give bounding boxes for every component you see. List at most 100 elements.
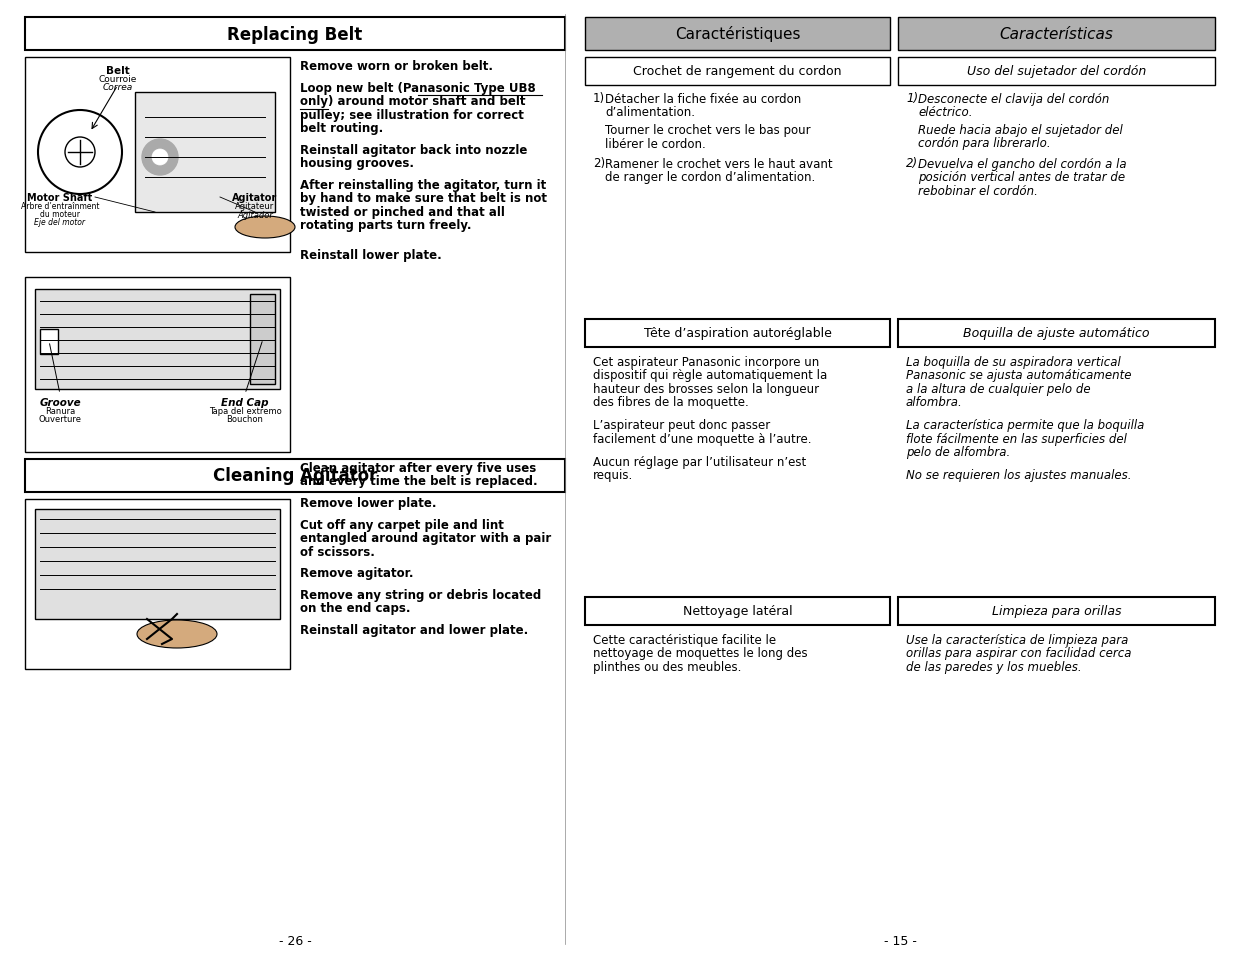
Circle shape — [142, 140, 178, 175]
Text: Reinstall agitator back into nozzle: Reinstall agitator back into nozzle — [300, 144, 527, 156]
Text: La característica permite que la boquilla: La característica permite que la boquill… — [906, 419, 1145, 432]
Ellipse shape — [137, 620, 217, 648]
Text: flote fácilmente en las superficies del: flote fácilmente en las superficies del — [906, 433, 1126, 445]
Text: de las paredes y los muebles.: de las paredes y los muebles. — [906, 660, 1082, 673]
Text: Cet aspirateur Panasonic incorpore un: Cet aspirateur Panasonic incorpore un — [593, 355, 819, 369]
Text: Uso del sujetador del cordón: Uso del sujetador del cordón — [967, 66, 1146, 78]
Bar — [25, 499, 290, 669]
Text: Cleaning Agitator: Cleaning Agitator — [212, 467, 377, 485]
Text: Arbre d’entraînment: Arbre d’entraînment — [21, 202, 99, 211]
Text: hauteur des brosses selon la longueur: hauteur des brosses selon la longueur — [593, 382, 819, 395]
Text: Remove any string or debris located: Remove any string or debris located — [300, 588, 541, 601]
Bar — [135, 92, 275, 213]
Text: des fibres de la moquette.: des fibres de la moquette. — [593, 396, 748, 409]
Text: Ruede hacia abajo el sujetador del: Ruede hacia abajo el sujetador del — [918, 124, 1123, 137]
Text: and every time the belt is replaced.: and every time the belt is replaced. — [300, 475, 537, 488]
Text: facilement d’une moquette à l’autre.: facilement d’une moquette à l’autre. — [593, 433, 811, 445]
Text: on the end caps.: on the end caps. — [300, 601, 410, 615]
Text: L’aspirateur peut donc passer: L’aspirateur peut donc passer — [593, 419, 771, 432]
Text: Nettoyage latéral: Nettoyage latéral — [683, 605, 793, 618]
Text: Agitateur: Agitateur — [236, 202, 274, 211]
Text: only) around motor shaft and belt: only) around motor shaft and belt — [300, 95, 526, 108]
Text: Use la característica de limpieza para: Use la característica de limpieza para — [906, 634, 1129, 646]
Text: End Cap: End Cap — [221, 397, 269, 408]
Text: Ranura: Ranura — [44, 407, 75, 416]
Text: rebobinar el cordón.: rebobinar el cordón. — [918, 185, 1037, 198]
Text: Loop new belt (Panasonic Type UB8: Loop new belt (Panasonic Type UB8 — [300, 82, 536, 94]
Text: No se requieren los ajustes manuales.: No se requieren los ajustes manuales. — [906, 469, 1131, 482]
Text: Détacher la fiche fixée au cordon: Détacher la fiche fixée au cordon — [605, 92, 802, 106]
Text: du moteur: du moteur — [40, 210, 80, 219]
Text: 1): 1) — [906, 91, 918, 105]
Bar — [585, 58, 890, 86]
Text: Limpieza para orillas: Limpieza para orillas — [992, 605, 1121, 618]
Text: 1): 1) — [593, 91, 605, 105]
Text: - 15 -: - 15 - — [883, 934, 916, 947]
Bar — [35, 290, 280, 390]
Text: Motor Shaft: Motor Shaft — [27, 193, 93, 203]
Text: Clean agitator after every five uses: Clean agitator after every five uses — [300, 461, 536, 475]
Text: Tapa del extremo: Tapa del extremo — [209, 407, 282, 416]
Text: Crochet de rangement du cordon: Crochet de rangement du cordon — [634, 66, 842, 78]
Bar — [25, 277, 290, 453]
Text: dispositif qui règle automatiquement la: dispositif qui règle automatiquement la — [593, 369, 827, 382]
Text: 2): 2) — [593, 157, 605, 170]
Text: Cut off any carpet pile and lint: Cut off any carpet pile and lint — [300, 518, 504, 531]
Bar — [25, 18, 564, 51]
Circle shape — [152, 150, 168, 166]
Bar — [898, 18, 1215, 51]
Text: Cette caractéristique facilite le: Cette caractéristique facilite le — [593, 634, 776, 646]
Text: Ouverture: Ouverture — [38, 415, 82, 423]
Bar — [898, 58, 1215, 86]
Text: Belt: Belt — [106, 66, 130, 76]
Text: Replacing Belt: Replacing Belt — [227, 26, 363, 44]
Text: libérer le cordon.: libérer le cordon. — [605, 137, 705, 151]
Text: de ranger le cordon d’alimentation.: de ranger le cordon d’alimentation. — [605, 172, 815, 184]
Text: entangled around agitator with a pair: entangled around agitator with a pair — [300, 532, 551, 544]
Text: eléctrico.: eléctrico. — [918, 107, 972, 119]
Bar — [25, 58, 290, 253]
Text: belt routing.: belt routing. — [300, 122, 383, 135]
Text: Agitator: Agitator — [232, 193, 278, 203]
Text: of scissors.: of scissors. — [300, 545, 375, 558]
Text: Devuelva el gancho del cordón a la: Devuelva el gancho del cordón a la — [918, 158, 1126, 171]
Bar — [249, 294, 275, 385]
Ellipse shape — [235, 216, 295, 239]
Bar — [585, 598, 890, 625]
Bar — [898, 598, 1215, 625]
Text: posición vertical antes de tratar de: posición vertical antes de tratar de — [918, 172, 1125, 184]
Text: twisted or pinched and that all: twisted or pinched and that all — [300, 206, 505, 218]
Text: cordón para librerarlo.: cordón para librerarlo. — [918, 137, 1051, 151]
Text: Agitador: Agitador — [237, 211, 273, 220]
Text: d’alimentation.: d’alimentation. — [605, 107, 695, 119]
Text: pulley; see illustration for correct: pulley; see illustration for correct — [300, 109, 524, 121]
Text: pelo de alfombra.: pelo de alfombra. — [906, 446, 1010, 459]
Bar — [35, 510, 280, 619]
Text: Remove worn or broken belt.: Remove worn or broken belt. — [300, 60, 493, 73]
Text: Remove agitator.: Remove agitator. — [300, 567, 414, 579]
Text: orillas para aspirar con facilidad cerca: orillas para aspirar con facilidad cerca — [906, 647, 1131, 659]
Text: a la altura de cualquier pelo de: a la altura de cualquier pelo de — [906, 382, 1091, 395]
Text: Bouchon: Bouchon — [226, 415, 263, 423]
Text: requis.: requis. — [593, 469, 634, 482]
Text: Eje del motor: Eje del motor — [35, 218, 85, 227]
Text: Características: Características — [999, 27, 1114, 42]
Text: plinthes ou des meubles.: plinthes ou des meubles. — [593, 660, 741, 673]
Text: Aucun réglage par l’utilisateur n’est: Aucun réglage par l’utilisateur n’est — [593, 456, 806, 469]
Text: Boquilla de ajuste automático: Boquilla de ajuste automático — [963, 327, 1150, 340]
Text: Groove: Groove — [40, 397, 80, 408]
Text: La boquilla de su aspiradora vertical: La boquilla de su aspiradora vertical — [906, 355, 1120, 369]
Text: Courroie: Courroie — [99, 75, 137, 84]
Text: Tourner le crochet vers le bas pour: Tourner le crochet vers le bas pour — [605, 124, 810, 137]
Text: Panasonic se ajusta automáticamente: Panasonic se ajusta automáticamente — [906, 369, 1131, 382]
Text: Reinstall lower plate.: Reinstall lower plate. — [300, 249, 442, 262]
Text: Correa: Correa — [103, 83, 133, 91]
Text: Desconecte el clavija del cordón: Desconecte el clavija del cordón — [918, 92, 1109, 106]
Text: Reinstall agitator and lower plate.: Reinstall agitator and lower plate. — [300, 623, 529, 637]
Text: housing grooves.: housing grooves. — [300, 157, 414, 170]
Bar — [40, 330, 58, 355]
Text: - 26 -: - 26 - — [279, 934, 311, 947]
Text: Caractéristiques: Caractéristiques — [674, 27, 800, 43]
Bar — [585, 18, 890, 51]
Text: nettoyage de moquettes le long des: nettoyage de moquettes le long des — [593, 647, 808, 659]
